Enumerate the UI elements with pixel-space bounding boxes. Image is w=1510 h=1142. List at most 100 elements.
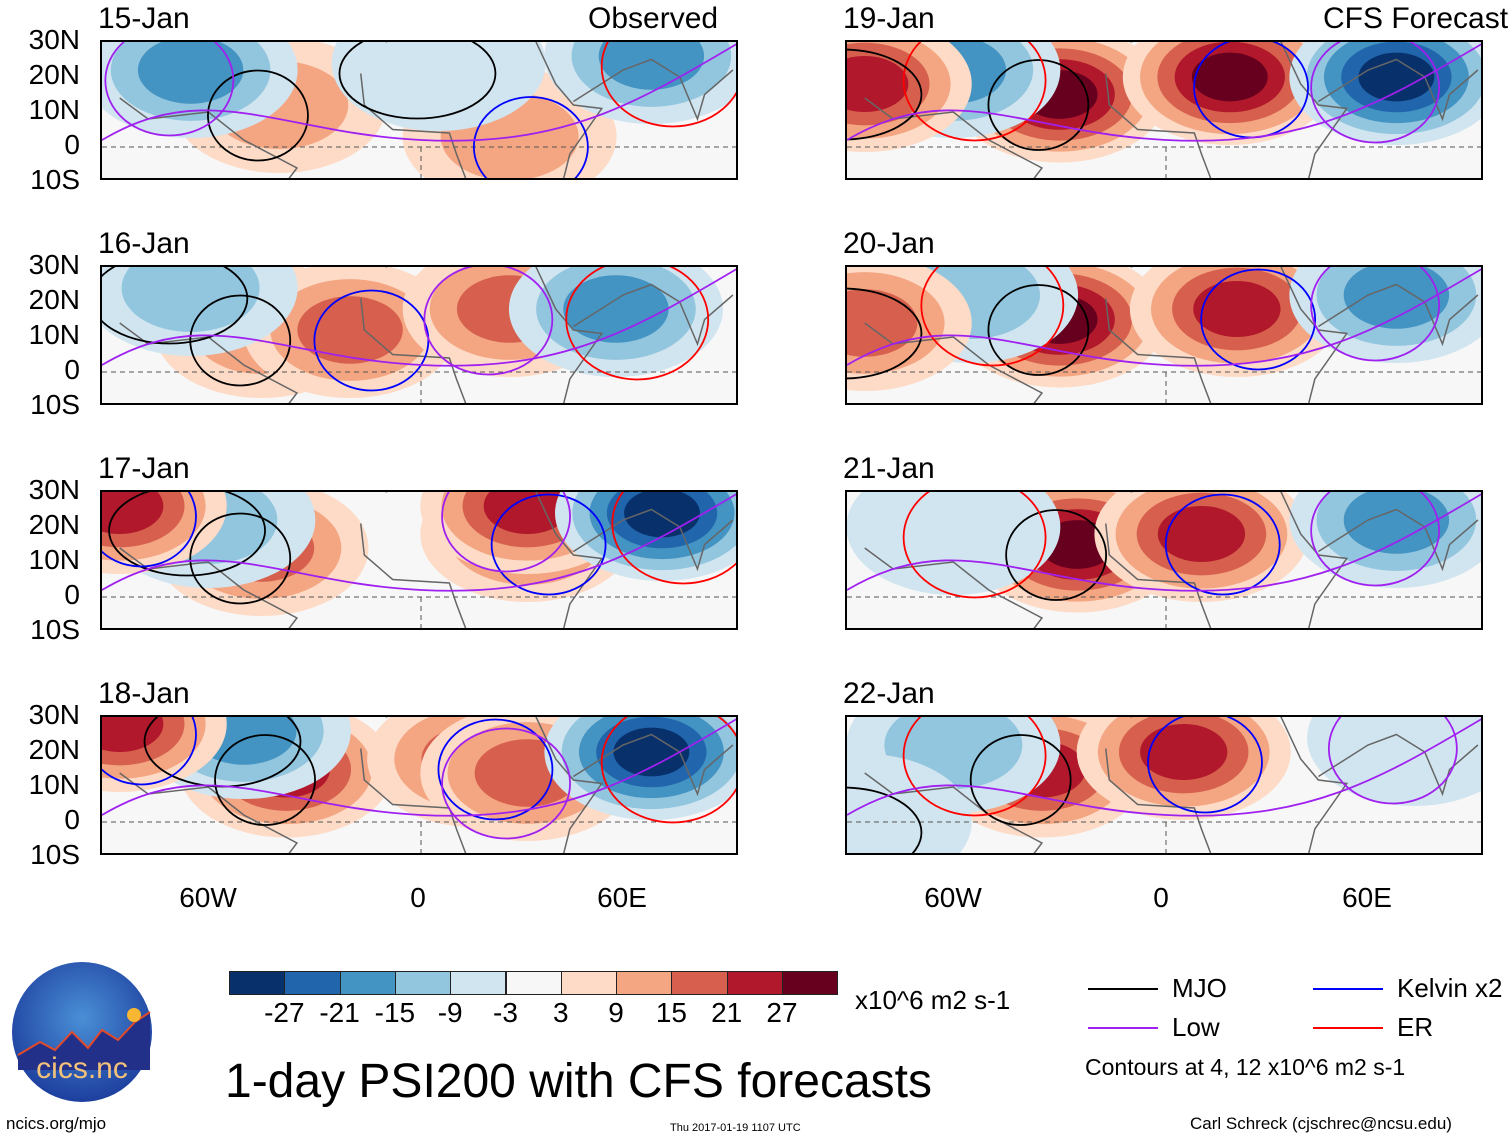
colorbar-units: x10^6 m2 s-1 <box>855 985 1011 1015</box>
colorbar-swatch <box>560 971 618 995</box>
y-tick-label: 20N <box>28 509 80 540</box>
anomaly-shading <box>847 492 1061 595</box>
y-tick-label: 20N <box>28 284 80 315</box>
low-contour <box>847 43 1481 142</box>
y-tick-label: 30N <box>28 474 80 505</box>
colorbar-label: -3 <box>493 997 518 1028</box>
panel-date-label: 15-Jan <box>98 2 190 35</box>
legend-line-kelvin-x2 <box>1313 988 1383 990</box>
wave-contour <box>189 512 292 605</box>
map-panel-18-Jan <box>100 715 738 855</box>
low-contour <box>102 268 736 367</box>
colorbar-swatch <box>616 971 673 995</box>
colorbar-swatch <box>782 971 839 995</box>
wave-contour <box>1310 42 1441 144</box>
panel-date-label: 21-Jan <box>843 452 935 485</box>
legend-label: MJO <box>1172 973 1227 1003</box>
wave-contour <box>847 287 923 380</box>
x-tick-label: 0 <box>1153 882 1169 913</box>
colorbar-swatch <box>339 971 396 995</box>
colorbar-label: -21 <box>319 997 360 1028</box>
website-link[interactable]: ncics.org/mjo <box>6 1114 107 1133</box>
colorbar-label: 9 <box>608 997 624 1028</box>
y-tick-label: 20N <box>28 734 80 765</box>
panel-plot <box>847 717 1481 853</box>
wave-contour <box>207 69 309 162</box>
x-tick-label: 60W <box>179 882 237 913</box>
y-tick-label: 30N <box>28 699 80 730</box>
legend-label: ER <box>1397 1012 1434 1042</box>
low-contour <box>102 718 736 817</box>
panel-plot <box>102 267 736 403</box>
anomaly-shading <box>1140 724 1228 780</box>
contour-note: Contours at 4, 12 x10^6 m2 s-1 <box>1085 1054 1406 1080</box>
low-contour <box>847 268 1481 367</box>
anomaly-shading <box>847 289 918 357</box>
coastline <box>119 717 734 853</box>
low-contour <box>102 493 736 592</box>
colorbar-label: 3 <box>553 997 569 1028</box>
wave-contour <box>102 267 249 345</box>
anomaly-shading <box>297 296 403 364</box>
anomaly-shading <box>847 56 909 112</box>
wave-contour <box>600 717 736 824</box>
anomaly-shading <box>1343 267 1450 329</box>
colorbar-swatch <box>229 971 286 995</box>
panel-date-label: 22-Jan <box>843 677 935 710</box>
legend-label: Kelvin x2 <box>1397 973 1503 1003</box>
panel-plot <box>102 717 736 853</box>
y-tick-label: 10S <box>30 164 80 195</box>
low-contour <box>102 43 736 142</box>
legend-line-low <box>1088 1027 1158 1029</box>
x-tick-label: 0 <box>410 882 426 913</box>
wave-contour <box>565 267 710 381</box>
anomaly-shading <box>1193 281 1281 337</box>
anomaly-shading <box>1157 506 1246 562</box>
coastline <box>864 42 1479 178</box>
wave-contour <box>189 294 292 387</box>
y-tick-label: 10S <box>30 839 80 870</box>
colorbar-swatch <box>394 971 452 995</box>
author-credit: Carl Schreck (cjschrec@ncsu.edu) <box>1190 1114 1452 1133</box>
map-panel-19-Jan <box>845 40 1483 180</box>
y-tick-label: 30N <box>28 24 80 55</box>
coastline <box>864 267 1479 403</box>
colorbar-swatch <box>284 971 341 995</box>
y-tick-label: 30N <box>28 249 80 280</box>
wave-contour <box>102 492 197 568</box>
wave-contour <box>600 42 736 128</box>
timestamp: Thu 2017-01-19 1107 UTC <box>670 1122 801 1134</box>
panel-plot <box>847 42 1481 178</box>
x-tick-label: 60E <box>1342 882 1392 913</box>
map-panel-16-Jan <box>100 265 738 405</box>
wave-contour <box>1327 717 1458 805</box>
anomaly-shading <box>102 492 164 534</box>
wave-contour <box>102 717 197 786</box>
wave-contour <box>437 718 554 821</box>
wave-contour <box>1005 509 1108 601</box>
coastline <box>119 492 734 628</box>
anomaly-shading <box>563 275 669 343</box>
panel-date-label: 17-Jan <box>98 452 190 485</box>
wave-contour <box>1200 268 1317 371</box>
wave-contour <box>490 493 607 596</box>
y-tick-label: 10N <box>28 94 80 125</box>
coastline <box>119 42 734 178</box>
wave-contour <box>1164 493 1281 596</box>
wave-contour <box>920 267 1065 367</box>
anomaly-shading <box>1191 52 1268 102</box>
legend-line-mjo <box>1088 988 1158 990</box>
panel-date-label: 19-Jan <box>843 2 935 35</box>
wave-contour <box>902 492 1047 599</box>
panel-date-label: 20-Jan <box>843 227 935 260</box>
cics-logo: cics.nc <box>10 960 155 1105</box>
map-panel-20-Jan <box>845 265 1483 405</box>
legend-label: Low <box>1172 1012 1220 1042</box>
y-tick-label: 10N <box>28 544 80 575</box>
wave-contour <box>1147 717 1263 814</box>
anomaly-shading <box>483 492 571 534</box>
y-tick-label: 10S <box>30 614 80 645</box>
wave-contour <box>847 786 923 853</box>
wave-contour <box>902 717 1047 817</box>
anomaly-shading <box>1307 717 1481 806</box>
